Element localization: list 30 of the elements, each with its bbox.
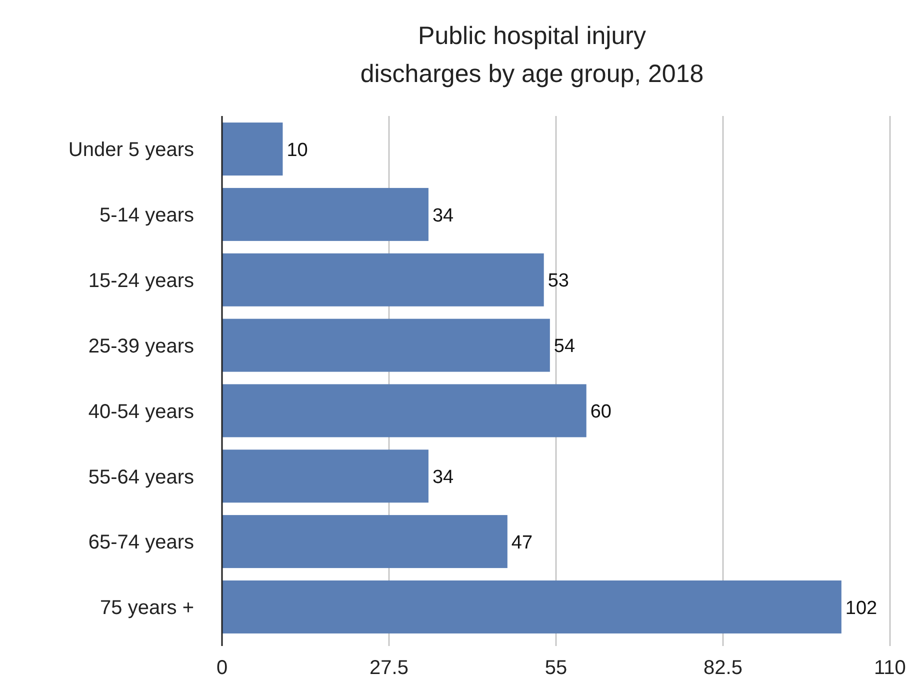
data-label: 53: [548, 270, 569, 292]
data-label: 47: [511, 532, 533, 554]
bar: [222, 580, 842, 634]
x-tick-label: 82.5: [704, 657, 742, 679]
y-tick-label: 25-39 years: [88, 335, 194, 358]
data-label: 60: [590, 402, 612, 423]
x-tick-label: 55: [544, 657, 568, 679]
bar: [222, 122, 283, 176]
data-label: 10: [286, 140, 308, 161]
y-tick-label: 55-64 years: [88, 466, 194, 488]
bar: [222, 253, 544, 306]
bar: [222, 515, 508, 568]
data-label: 34: [432, 205, 454, 226]
data-label: 54: [554, 336, 576, 358]
bar: [222, 188, 428, 241]
bar: [222, 384, 586, 438]
y-tick-label: 5-14 years: [100, 204, 194, 227]
y-tick-label: 65-74 years: [88, 532, 194, 554]
data-label: 34: [432, 466, 454, 488]
y-tick-label: 15-24 years: [88, 270, 194, 292]
data-label: 102: [845, 598, 878, 619]
bar: [222, 450, 428, 503]
y-tick-label: 75 years +: [100, 597, 194, 620]
bar: [222, 318, 550, 372]
x-tick-label: 27.5: [370, 657, 408, 679]
x-tick-label: 110: [874, 657, 906, 679]
x-tick-label: 0: [216, 657, 228, 679]
chart-title: Public hospital injury discharges by age group, 2018: [360, 22, 704, 88]
y-tick-label: Under 5 years: [68, 139, 194, 162]
y-tick-label: 40-54 years: [88, 400, 194, 423]
